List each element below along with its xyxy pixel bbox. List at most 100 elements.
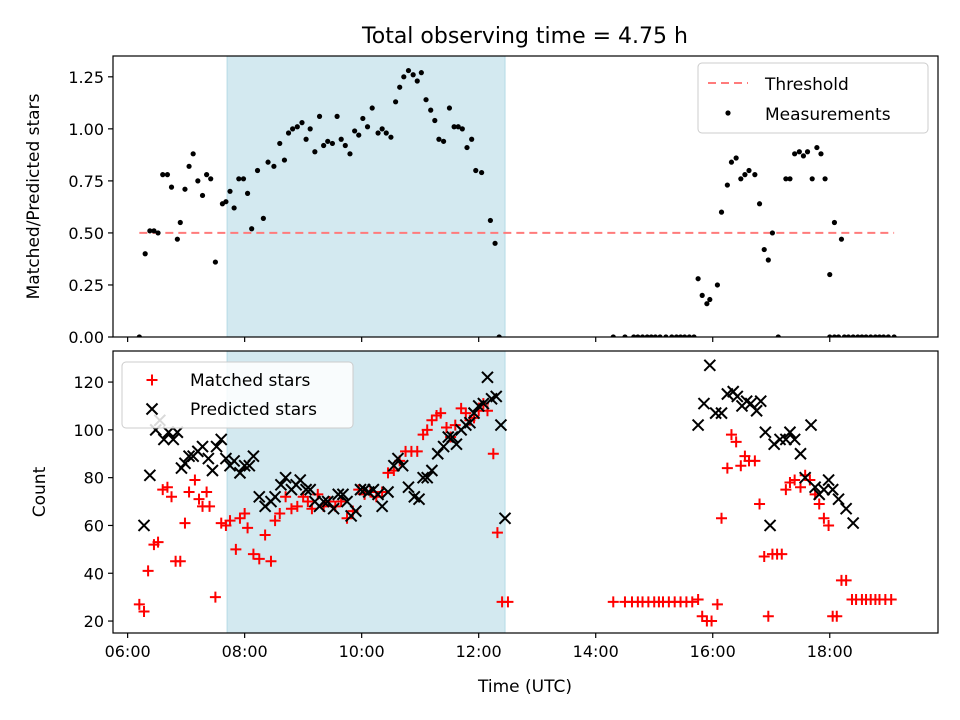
data-point [381,485,395,499]
data-point [405,67,412,74]
data-point [868,334,874,337]
data-point [669,334,675,337]
data-point [364,124,371,130]
data-point [299,120,305,126]
data-point [446,430,459,444]
legend-label: Matched stars [190,371,310,391]
data-point [166,491,178,503]
data-point [391,452,405,465]
data-point [336,488,350,501]
data-point [338,136,344,142]
data-point [808,481,822,494]
data-point [219,452,233,465]
data-point [648,334,654,337]
data-point [742,172,748,178]
data-point [196,440,209,453]
data-point [800,153,807,159]
data-point [299,483,313,496]
data-point [240,176,247,182]
data-point [639,334,646,337]
y-tick-label: 60 [84,516,104,535]
data-point [846,516,860,530]
data-point [758,551,770,563]
data-point [481,371,494,384]
data-point [622,334,628,337]
data-point [279,471,292,484]
data-point [341,512,353,524]
x-tick-label: 10:00 [339,642,385,661]
data-point [822,176,828,182]
data-point [160,172,166,178]
data-point [809,176,815,182]
legend: Matched stars Predicted stars [121,361,354,429]
data-point [157,433,171,446]
data-point [204,500,216,512]
data-point [792,151,798,157]
data-point [451,124,457,130]
data-point [749,455,761,467]
data-point [387,459,401,472]
data-point [467,406,481,420]
axes-frame [112,55,939,338]
data-point [663,334,669,337]
data-point [233,466,247,480]
data-point [183,486,195,498]
data-point [182,186,188,192]
y-tick-label: 40 [84,564,104,583]
data-point [138,605,150,617]
y-tick-label: 0.50 [68,224,104,243]
y-tick-label: 1.00 [68,120,104,139]
data-point [715,406,728,420]
data-point [469,136,475,142]
data-point [703,359,717,372]
data-point [316,113,323,119]
data-point [832,492,845,506]
data-point [813,498,825,510]
data-point [223,199,229,205]
data-point [496,334,502,337]
legend-swatch-measurements [725,110,731,116]
data-point [752,172,758,178]
legend-swatch-predicted [145,402,159,416]
data-point [206,464,219,477]
data-point [838,236,845,242]
x-tick-label: 18:00 [807,642,853,661]
data-point [349,504,363,518]
data-point [425,464,439,477]
data-point [814,144,820,151]
data-point [238,459,251,472]
data-point [253,553,265,565]
data-point [491,527,503,539]
data-point [818,151,824,157]
data-point [230,543,242,555]
data-point [227,188,233,194]
data-point [274,508,286,520]
data-point [352,128,358,134]
data-point [285,503,297,515]
data-point [855,334,861,337]
data-point [410,72,416,78]
data-point [731,390,744,403]
data-point [162,426,175,439]
data-point [831,219,838,226]
data-point [340,495,354,508]
data-point [686,334,692,337]
data-point [356,132,362,138]
data-point [876,334,883,337]
data-point [885,594,897,606]
data-point [208,176,214,182]
data-point [327,502,340,515]
data-point [436,136,442,142]
data-point [369,105,375,111]
data-point [312,149,318,155]
data-point [383,130,389,136]
data-point [307,126,313,132]
data-point [780,484,792,496]
data-point [446,105,453,111]
data-point [460,407,472,419]
y-tick-label: 20 [84,612,104,631]
data-point [773,433,787,446]
x-tick-label: 12:00 [456,642,502,661]
bottom-panel: 20 40 60 80 100 120 06:00 08:00 10:00 12:00 14:00 1… [30,350,939,661]
